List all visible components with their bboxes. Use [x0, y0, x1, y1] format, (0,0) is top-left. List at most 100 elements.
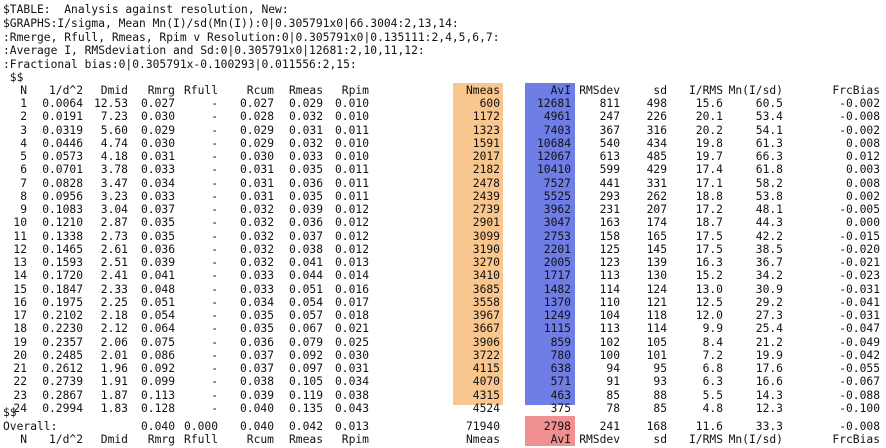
row-21-inv-d2: 0.2612 — [42, 362, 83, 375]
row-19-sd: 105 — [646, 336, 667, 349]
row-3-mn-i-sd: 54.1 — [755, 124, 783, 137]
row-9-rmsdev: 231 — [599, 203, 620, 216]
footer-frcbias: FrcBias — [832, 433, 880, 446]
row-13-avi: 2005 — [543, 256, 571, 269]
row-9-rcum: 0.032 — [239, 203, 274, 216]
row-24-dmid: 1.83 — [100, 402, 128, 415]
row-22-rcum: 0.038 — [239, 375, 274, 388]
header-nmeas: Nmeas — [465, 84, 500, 97]
row-24-i-rms: 4.8 — [702, 402, 723, 415]
footer-sd: sd — [653, 433, 667, 446]
row-7-nmeas: 2478 — [472, 177, 500, 190]
row-13-dmid: 2.51 — [100, 256, 128, 269]
row-4-rfull: - — [211, 137, 218, 150]
row-3-frcbias: -0.002 — [839, 124, 880, 137]
row-3-avi: 7403 — [543, 124, 571, 137]
row-10-rpim: 0.012 — [334, 216, 369, 229]
row-20-frcbias: -0.042 — [839, 349, 880, 362]
footer-rmeas: Rmeas — [288, 433, 323, 446]
row-2-mn-i-sd: 53.4 — [755, 110, 783, 123]
row-12-inv-d2: 0.1465 — [42, 243, 83, 256]
row-20-rmsdev: 100 — [599, 349, 620, 362]
row-3-rfull: - — [211, 124, 218, 137]
row-15-rcum: 0.033 — [239, 283, 274, 296]
row-13-rcum: 0.032 — [239, 256, 274, 269]
row-9-dmid: 3.04 — [100, 203, 128, 216]
row-22-sd: 93 — [653, 375, 667, 388]
row-22-rmeas: 0.105 — [288, 375, 323, 388]
row-19-rmsdev: 102 — [599, 336, 620, 349]
row-16-rfull: - — [211, 296, 218, 309]
row-8-n: 8 — [20, 190, 27, 203]
row-11-mn-i-sd: 42.2 — [755, 230, 783, 243]
row-24-rmeas: 0.135 — [288, 402, 323, 415]
row-17-rcum: 0.035 — [239, 309, 274, 322]
row-2-inv-d2: 0.0191 — [42, 110, 83, 123]
row-14-sd: 130 — [646, 269, 667, 282]
row-13-inv-d2: 0.1593 — [42, 256, 83, 269]
row-22-n: 22 — [13, 375, 27, 388]
row-12-rcum: 0.032 — [239, 243, 274, 256]
row-23-nmeas: 4315 — [472, 389, 500, 402]
row-4-nmeas: 1591 — [472, 137, 500, 150]
row-3-rcum: 0.029 — [239, 124, 274, 137]
row-2-rcum: 0.028 — [239, 110, 274, 123]
row-21-n: 21 — [13, 362, 27, 375]
row-20-rfull: - — [211, 349, 218, 362]
row-24-sd: 85 — [653, 402, 667, 415]
row-8-inv-d2: 0.0956 — [42, 190, 83, 203]
row-24-rfull: - — [211, 402, 218, 415]
row-2-dmid: 7.23 — [100, 110, 128, 123]
row-12-mn-i-sd: 38.5 — [755, 243, 783, 256]
row-24-inv-d2: 0.2994 — [42, 402, 83, 415]
row-17-sd: 118 — [646, 309, 667, 322]
row-2-rfull: - — [211, 110, 218, 123]
row-7-n: 7 — [20, 177, 27, 190]
row-17-frcbias: -0.031 — [839, 309, 880, 322]
row-11-inv-d2: 0.1338 — [42, 230, 83, 243]
row-22-dmid: 1.91 — [100, 375, 128, 388]
row-8-sd: 262 — [646, 190, 667, 203]
footer-avi: AvI — [550, 433, 571, 446]
row-23-rcum: 0.039 — [239, 389, 274, 402]
row-24-rmrg: 0.128 — [140, 402, 175, 415]
table-title-line: $TABLE: Analysis against resolution, New… — [3, 3, 289, 16]
header-avi: AvI — [550, 84, 571, 97]
row-15-nmeas: 3685 — [472, 283, 500, 296]
row-1-n: 1 — [20, 97, 27, 110]
row-21-sd: 95 — [653, 362, 667, 375]
row-18-i-rms: 9.9 — [702, 322, 723, 335]
row-16-rmeas: 0.054 — [288, 296, 323, 309]
row-24-rpim: 0.043 — [334, 402, 369, 415]
row-1-nmeas: 600 — [479, 97, 500, 110]
row-7-frcbias: 0.008 — [845, 177, 880, 190]
row-5-rfull: - — [211, 150, 218, 163]
header-mn-i-sd: Mn(I/sd) — [728, 84, 783, 97]
header-sd: sd — [653, 84, 667, 97]
row-22-rfull: - — [211, 375, 218, 388]
row-4-sd: 434 — [646, 137, 667, 150]
row-8-rmrg: 0.033 — [140, 190, 175, 203]
row-7-rpim: 0.011 — [334, 177, 369, 190]
row-6-i-rms: 17.4 — [695, 163, 723, 176]
row-12-i-rms: 17.5 — [695, 243, 723, 256]
row-15-rmsdev: 114 — [599, 283, 620, 296]
row-23-inv-d2: 0.2867 — [42, 389, 83, 402]
row-6-nmeas: 2182 — [472, 163, 500, 176]
footer-dmid: Dmid — [100, 433, 128, 446]
row-23-sd: 88 — [653, 389, 667, 402]
row-13-rpim: 0.013 — [334, 256, 369, 269]
row-23-dmid: 1.87 — [100, 389, 128, 402]
row-15-sd: 124 — [646, 283, 667, 296]
row-12-frcbias: -0.020 — [839, 243, 880, 256]
row-5-n: 5 — [20, 150, 27, 163]
row-19-dmid: 2.06 — [100, 336, 128, 349]
overall-rmeas: 0.042 — [288, 420, 323, 433]
row-17-n: 17 — [13, 309, 27, 322]
row-16-nmeas: 3558 — [472, 296, 500, 309]
row-6-frcbias: 0.003 — [845, 163, 880, 176]
row-11-avi: 2753 — [543, 230, 571, 243]
row-10-rcum: 0.032 — [239, 216, 274, 229]
row-1-avi: 12681 — [536, 97, 571, 110]
header-rcum: Rcum — [246, 84, 274, 97]
